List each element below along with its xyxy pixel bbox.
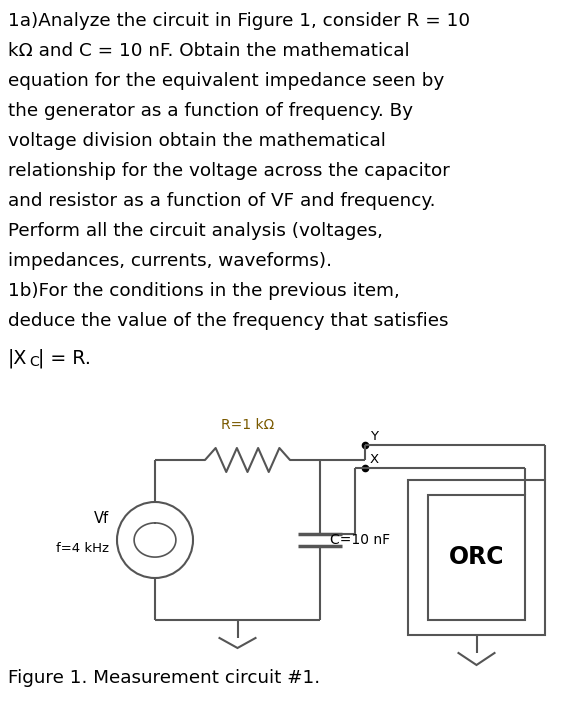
Text: |X: |X <box>8 348 27 368</box>
Text: relationship for the voltage across the capacitor: relationship for the voltage across the … <box>8 162 450 180</box>
Text: Vf: Vf <box>94 511 109 526</box>
Text: equation for the equivalent impedance seen by: equation for the equivalent impedance se… <box>8 72 444 90</box>
Text: C: C <box>29 355 39 369</box>
Text: Perform all the circuit analysis (voltages,: Perform all the circuit analysis (voltag… <box>8 222 383 240</box>
Text: R=1 kΩ: R=1 kΩ <box>221 418 274 432</box>
Text: 1b)For the conditions in the previous item,: 1b)For the conditions in the previous it… <box>8 282 400 300</box>
Text: f=4 kHz: f=4 kHz <box>56 542 109 555</box>
Text: X: X <box>370 453 379 466</box>
Text: voltage division obtain the mathematical: voltage division obtain the mathematical <box>8 132 386 150</box>
Text: the generator as a function of frequency. By: the generator as a function of frequency… <box>8 102 413 120</box>
Bar <box>428 495 525 620</box>
Text: 1a)Analyze the circuit in Figure 1, consider R = 10: 1a)Analyze the circuit in Figure 1, cons… <box>8 12 470 30</box>
Text: kΩ and C = 10 nF. Obtain the mathematical: kΩ and C = 10 nF. Obtain the mathematica… <box>8 42 410 60</box>
Text: deduce the value of the frequency that satisfies: deduce the value of the frequency that s… <box>8 312 449 330</box>
Text: ORC: ORC <box>449 546 504 569</box>
Text: Figure 1. Measurement circuit #1.: Figure 1. Measurement circuit #1. <box>8 669 320 687</box>
Text: impedances, currents, waveforms).: impedances, currents, waveforms). <box>8 252 332 270</box>
Text: Y: Y <box>370 430 378 443</box>
Text: C=10 nF: C=10 nF <box>330 533 390 547</box>
Text: | = R.: | = R. <box>38 348 91 368</box>
Text: and resistor as a function of VF and frequency.: and resistor as a function of VF and fre… <box>8 192 436 210</box>
Bar <box>408 480 545 635</box>
